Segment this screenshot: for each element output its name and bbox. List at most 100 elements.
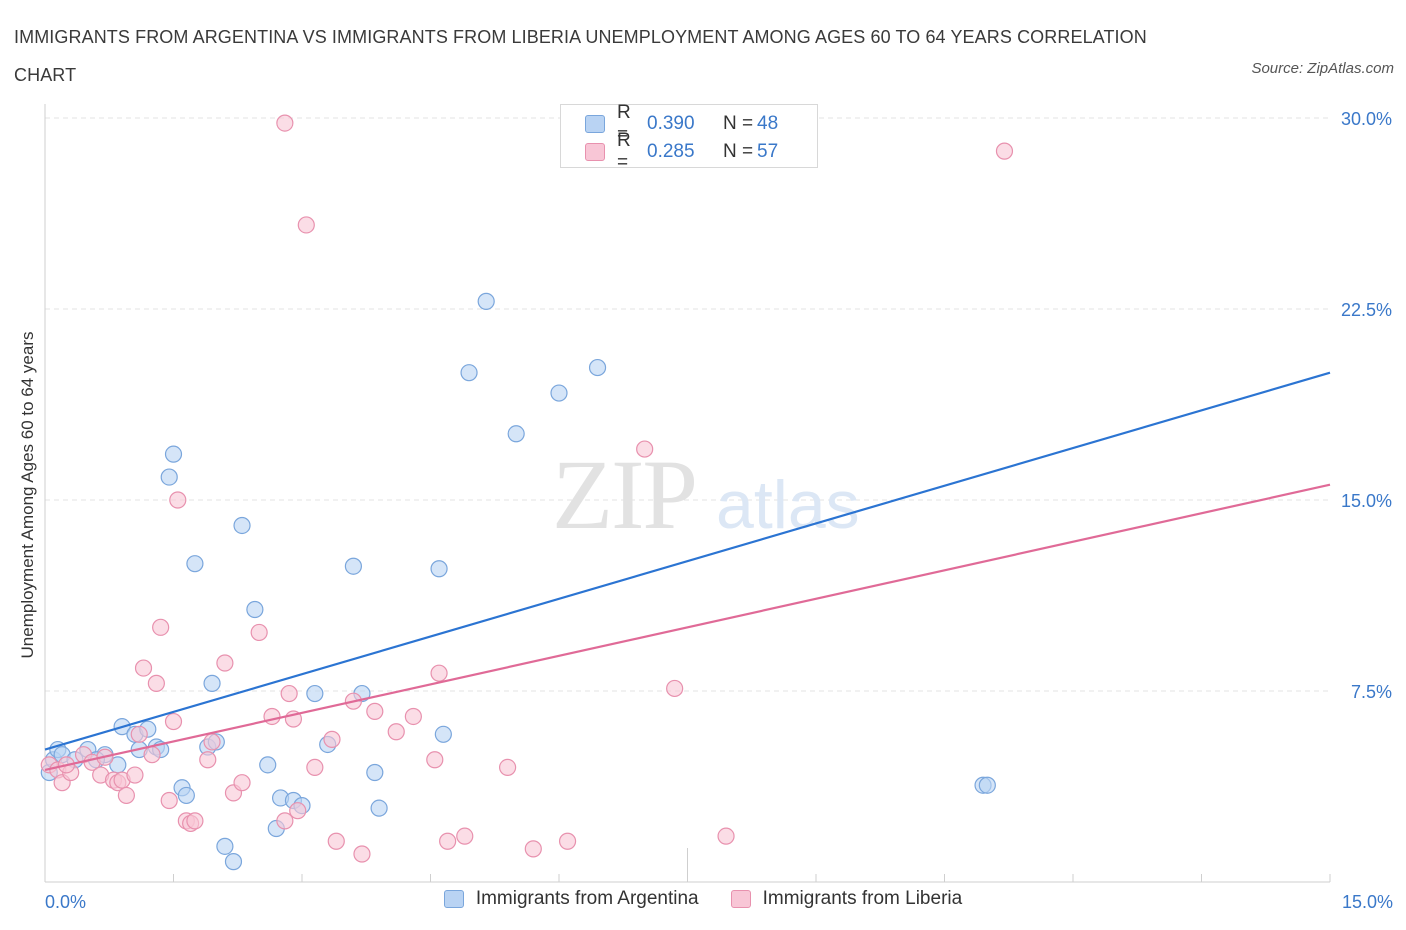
y-axis-label: Unemployment Among Ages 60 to 64 years [18,332,37,659]
point-argentina-14 [164,445,183,463]
y-tick-label-3: 30.0% [1341,109,1392,129]
point-liberia-16 [147,674,165,692]
point-argentina-17 [186,555,204,573]
point-liberia-52 [717,827,735,845]
point-liberia-28 [233,774,251,792]
point-liberia-29 [250,623,268,642]
point-argentina-23 [233,516,251,535]
point-liberia-46 [456,827,474,845]
series-name-argentina: Immigrants from Argentina [475,888,699,909]
point-liberia-25 [203,733,221,751]
point-liberia-51 [666,679,684,698]
point-liberia-47 [499,758,517,777]
y-tick-label-0: 7.5% [1351,682,1392,702]
point-liberia-15 [143,746,161,764]
point-argentina-24 [246,600,264,619]
point-liberia-14 [134,659,153,677]
watermark-atlas: atlas [716,467,860,543]
point-liberia-12 [126,766,144,784]
series-legend-argentina: Immigrants from Argentina [443,888,699,910]
point-argentina-41 [550,384,568,402]
point-argentina-16 [177,786,195,805]
legend-r-label: R = [617,102,631,145]
point-argentina-32 [344,557,362,575]
point-liberia-35 [306,758,324,777]
point-liberia-32 [280,684,298,703]
series-swatch-liberia [730,890,751,908]
point-liberia-19 [164,712,183,731]
point-liberia-40 [366,702,384,720]
point-liberia-41 [387,723,405,741]
point-argentina-37 [434,725,452,743]
point-liberia-13 [130,725,148,743]
trend-line-liberia [44,483,1331,772]
point-liberia-39 [353,845,371,863]
point-liberia-24 [199,751,217,769]
point-argentina-35 [370,799,388,817]
point-liberia-37 [327,832,345,850]
legend-n-label: N = [723,113,754,134]
data-points [40,114,1014,871]
legend-row-liberia: R = 0.285 N = 57 [585,130,779,173]
point-liberia-18 [160,791,178,810]
y-tick-label-1: 15.0% [1341,491,1392,511]
x-tick-label-0: 0.0% [45,892,86,912]
point-liberia-42 [404,707,422,726]
legend-swatch-argentina [585,115,605,133]
point-liberia-33 [289,802,307,820]
point-argentina-22 [224,853,243,871]
trend-line-argentina [44,371,1331,751]
series-swatch-argentina [443,890,464,908]
legend-row-argentina: R = 0.390 N = 48 [585,102,779,145]
legend-r-value-argentina: 0.390 [647,113,695,134]
point-liberia-23 [186,812,204,830]
legend-n-label: N = [723,141,754,162]
y-tick-label-2: 22.5% [1341,300,1392,320]
point-liberia-36 [323,730,341,748]
grid-lines [45,117,1330,692]
legend-r-value-liberia: 0.285 [647,141,695,162]
source-label: Source: ZipAtlas.com [1251,60,1394,77]
axes [44,104,1331,883]
watermark-zip: ZIP [552,439,696,550]
point-liberia-43 [426,751,444,769]
legend-n-value-argentina: 48 [757,113,779,134]
tick-labels: 7.5% 15.0% 22.5% 30.0% 0.0% 15.0% [45,109,1393,912]
series-legend-liberia: Immigrants from Liberia [730,888,963,910]
point-argentina-38 [460,364,478,382]
point-liberia-30 [263,707,281,726]
point-liberia-55 [297,216,315,234]
point-argentina-45 [978,776,996,794]
legend-r-label: R = [617,130,631,173]
point-liberia-26 [216,654,234,672]
point-liberia-44 [430,664,448,682]
point-liberia-48 [524,840,542,858]
point-liberia-11 [117,786,135,805]
point-liberia-45 [439,832,457,850]
point-liberia-50 [636,440,654,458]
point-liberia-31 [276,812,294,830]
point-argentina-13 [160,468,178,486]
point-argentina-40 [507,425,525,443]
chart-title: IMMIGRANTS FROM ARGENTINA VS IMMIGRANTS … [14,27,1147,85]
point-liberia-53 [995,142,1014,160]
point-argentina-36 [430,560,448,578]
legend-swatch-liberia [585,143,605,161]
point-argentina-42 [588,358,607,377]
point-liberia-49 [558,832,577,850]
x-tick-label-1: 15.0% [1342,892,1393,912]
point-argentina-21 [216,837,234,855]
point-liberia-17 [152,618,170,636]
point-argentina-19 [203,674,221,692]
stats-legend: R = 0.390 N = 48 R = 0.285 N = 57 [560,102,818,173]
point-argentina-30 [306,684,324,703]
point-argentina-34 [366,763,384,782]
series-name-liberia: Immigrants from Liberia [762,888,963,909]
legend-n-value-liberia: 57 [757,141,779,162]
trend-lines [44,371,1331,772]
point-liberia-54 [276,114,294,132]
series-legend: Immigrants from Argentina Immigrants fro… [0,888,1406,910]
point-argentina-39 [477,292,495,310]
point-argentina-25 [259,756,277,774]
